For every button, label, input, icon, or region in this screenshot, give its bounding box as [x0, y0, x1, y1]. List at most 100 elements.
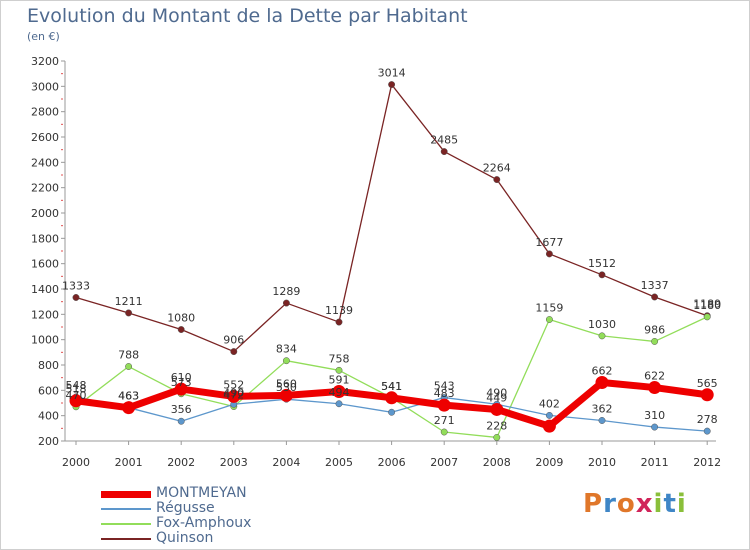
data-point — [493, 176, 501, 184]
chart-title: Evolution du Montant de la Dette par Hab… — [27, 5, 468, 27]
data-label: 271 — [434, 414, 455, 427]
data-point — [545, 316, 553, 323]
chart-subtitle: (en €) — [27, 30, 60, 43]
x-tick-label: 2000 — [62, 456, 90, 469]
legend-label: Régusse — [156, 500, 215, 516]
data-point — [437, 398, 451, 412]
data-point — [335, 366, 343, 374]
data-point — [385, 391, 399, 405]
data-point — [651, 293, 659, 301]
legend-swatch — [101, 508, 151, 510]
logo-letter: i — [676, 489, 687, 519]
data-point — [545, 411, 553, 419]
legend-swatch — [101, 491, 151, 498]
data-point — [440, 428, 448, 436]
y-tick-label: 2400 — [31, 156, 59, 169]
y-tick-label: 2600 — [31, 131, 59, 144]
data-point — [335, 318, 343, 326]
data-label: 834 — [276, 343, 297, 356]
logo-letter: r — [603, 489, 617, 519]
x-tick-label: 2002 — [167, 456, 195, 469]
data-label: 543 — [434, 380, 455, 393]
data-point — [388, 408, 396, 416]
data-label: 788 — [118, 349, 139, 362]
x-tick-label: 2005 — [325, 456, 353, 469]
data-label: 472 — [223, 389, 244, 402]
y-tick-label: 2000 — [31, 207, 59, 220]
data-label: 1139 — [325, 304, 353, 317]
data-point — [542, 419, 556, 433]
data-point — [335, 400, 343, 408]
data-point — [177, 326, 185, 333]
data-label: 1677 — [535, 236, 563, 249]
y-tick-label: 1800 — [31, 232, 59, 245]
data-label: 541 — [381, 380, 402, 393]
data-label: 1030 — [588, 318, 616, 331]
data-point — [174, 382, 188, 396]
legend-label: Quinson — [156, 530, 214, 546]
data-label: 610 — [171, 371, 192, 384]
data-point — [388, 81, 396, 89]
y-tick-label: 400 — [38, 410, 59, 423]
data-label: 518 — [66, 383, 87, 396]
data-label: 560 — [276, 377, 297, 390]
y-tick-label: 2800 — [31, 106, 59, 119]
data-label: 1333 — [62, 279, 90, 292]
data-label: 1337 — [641, 279, 669, 292]
data-label: 1080 — [167, 312, 195, 325]
data-label: 310 — [644, 409, 665, 422]
data-point — [595, 375, 609, 389]
data-label: 541 — [381, 380, 402, 393]
x-tick-label: 2007 — [430, 456, 458, 469]
data-label: 662 — [592, 364, 613, 377]
x-tick-label: 2008 — [483, 456, 511, 469]
data-label: 494 — [329, 386, 350, 399]
data-point — [651, 423, 659, 431]
data-point — [332, 384, 346, 398]
data-point — [545, 250, 553, 258]
data-label: 573 — [171, 376, 192, 389]
data-label: 622 — [644, 370, 665, 383]
x-tick-label: 2009 — [535, 456, 563, 469]
data-label: 548 — [66, 379, 87, 392]
x-tick-label: 2003 — [220, 456, 248, 469]
y-tick-label: 2200 — [31, 182, 59, 195]
data-label: 463 — [118, 390, 139, 403]
data-label: 758 — [329, 352, 350, 365]
y-tick-label: 3000 — [31, 80, 59, 93]
y-tick-label: 3200 — [31, 55, 59, 68]
data-point — [72, 294, 80, 301]
x-tick-label: 2011 — [641, 456, 669, 469]
y-tick-label: 1000 — [31, 334, 59, 347]
data-label: 483 — [434, 387, 455, 400]
data-point — [122, 401, 136, 415]
data-point — [227, 389, 241, 403]
data-label: 986 — [644, 323, 665, 336]
data-point — [282, 299, 290, 307]
legend-swatch — [101, 523, 151, 525]
data-point — [703, 313, 711, 321]
y-tick-label: 1200 — [31, 308, 59, 321]
data-label: 362 — [592, 402, 613, 415]
data-label: 1180 — [693, 299, 721, 312]
data-point — [700, 388, 714, 402]
data-label: 1289 — [272, 285, 300, 298]
data-point — [230, 348, 238, 356]
data-label: 552 — [223, 378, 244, 391]
y-tick-label: 800 — [38, 359, 59, 372]
data-point — [490, 402, 504, 416]
data-label: 1189 — [693, 298, 721, 311]
legend-label: Fox-Amphoux — [156, 515, 252, 531]
data-label: 3014 — [378, 67, 406, 80]
data-point — [177, 417, 185, 425]
data-point — [125, 363, 133, 370]
data-point — [125, 309, 133, 317]
data-label: 228 — [486, 419, 507, 432]
logo-letter: x — [635, 489, 654, 519]
data-point — [598, 271, 606, 279]
data-point — [282, 357, 290, 365]
data-label: 490 — [223, 386, 244, 399]
data-label: 490 — [486, 386, 507, 399]
data-label: 591 — [329, 373, 350, 386]
data-point — [598, 417, 606, 424]
